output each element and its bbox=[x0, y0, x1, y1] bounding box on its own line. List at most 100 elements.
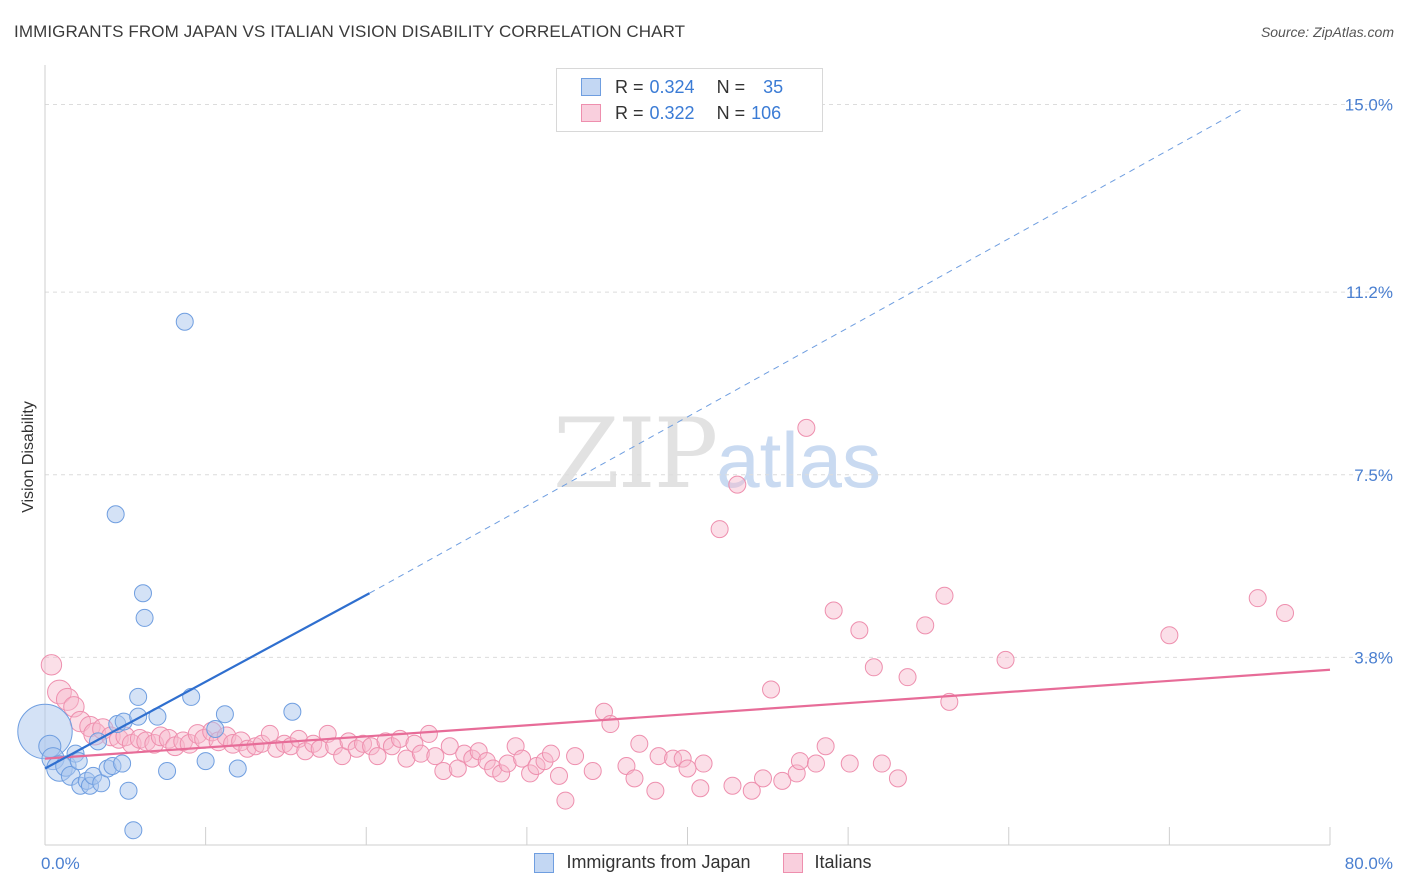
bottom-legend-japan[interactable]: Immigrants from Japan bbox=[534, 852, 751, 873]
italians-point bbox=[1248, 589, 1267, 608]
y-axis-title: Vision Disability bbox=[20, 401, 37, 513]
italians-point bbox=[40, 654, 63, 676]
italians-point bbox=[797, 418, 816, 437]
italians-point bbox=[333, 747, 352, 766]
italians-point bbox=[664, 749, 683, 768]
japan-point bbox=[283, 702, 302, 721]
japan-point bbox=[113, 754, 132, 773]
legend-n-value: 106 bbox=[751, 102, 782, 123]
japan-trendline bbox=[44, 592, 370, 770]
legend-r-label: R = bbox=[615, 102, 644, 123]
japan-point bbox=[89, 732, 108, 751]
japan-point bbox=[106, 505, 125, 524]
legend-r-value: 0.322 bbox=[649, 102, 695, 123]
italians-point bbox=[678, 759, 697, 778]
y-tick-label: 3.8% bbox=[1354, 648, 1393, 667]
italians-point bbox=[840, 754, 859, 773]
italians-point bbox=[448, 759, 467, 778]
italians-point bbox=[850, 621, 869, 640]
italians-point bbox=[728, 475, 747, 494]
legend-swatch-italians bbox=[581, 104, 601, 122]
italians-point bbox=[368, 747, 387, 766]
italians-point bbox=[535, 752, 554, 771]
italians-point bbox=[405, 734, 424, 753]
italians-point bbox=[673, 749, 692, 768]
italians-point bbox=[1276, 603, 1295, 622]
japan-point bbox=[135, 608, 154, 627]
italians-point bbox=[773, 771, 792, 790]
japan-point bbox=[133, 584, 152, 603]
italians-point bbox=[753, 769, 772, 788]
italians-point bbox=[694, 754, 713, 773]
italians-point bbox=[935, 586, 954, 605]
legend-swatch-japan bbox=[581, 78, 601, 96]
japan-point bbox=[119, 781, 138, 800]
japan-trendline-extension bbox=[369, 109, 1242, 594]
watermark-zip: ZIP bbox=[553, 398, 718, 510]
italians-point bbox=[691, 779, 710, 798]
italians-point bbox=[723, 776, 742, 795]
italians-point bbox=[492, 764, 511, 783]
watermark: ZIPatlas bbox=[553, 398, 881, 510]
italians-point bbox=[434, 761, 453, 780]
legend: R = 0.324 N = 35 R = 0.322 N = 106 bbox=[556, 68, 823, 132]
italians-point bbox=[550, 766, 568, 785]
italians-point bbox=[790, 752, 809, 771]
italians-point bbox=[541, 744, 560, 763]
legend-row-italians: R = 0.322 N = 106 bbox=[581, 100, 781, 126]
italians-point bbox=[362, 737, 381, 756]
japan-point bbox=[92, 774, 111, 793]
italians-point bbox=[419, 724, 438, 743]
japan-point bbox=[158, 761, 177, 780]
bottom-legend-italians[interactable]: Italians bbox=[782, 852, 872, 873]
italians-point bbox=[440, 737, 459, 756]
italians-point bbox=[150, 726, 171, 747]
x-tick-label: 80.0% bbox=[1345, 854, 1393, 873]
bottom-legend-label-japan: Immigrants from Japan bbox=[566, 852, 751, 872]
italians-point bbox=[762, 680, 781, 699]
italians-point bbox=[625, 769, 644, 788]
italians-point bbox=[463, 749, 482, 768]
italians-point bbox=[397, 749, 416, 768]
series-japan bbox=[17, 312, 302, 840]
italians-point bbox=[864, 658, 883, 677]
italians-point bbox=[566, 747, 585, 766]
legend-n-label: N = bbox=[716, 102, 746, 123]
legend-n-label: N = bbox=[716, 76, 746, 97]
italians-point bbox=[426, 747, 445, 766]
italians-point bbox=[223, 733, 243, 754]
italians-point bbox=[742, 781, 761, 800]
italians-trendline bbox=[44, 668, 1331, 760]
italians-point bbox=[630, 734, 649, 753]
bottom-legend-swatch-italians bbox=[782, 852, 803, 873]
italians-point bbox=[521, 764, 540, 783]
source-label: Source: ZipAtlas.com bbox=[1260, 24, 1394, 40]
italians-point bbox=[710, 520, 729, 539]
bottom-legend: Immigrants from Japan Italians bbox=[0, 852, 1406, 873]
chart-title: IMMIGRANTS FROM JAPAN VS ITALIAN VISION … bbox=[14, 22, 686, 41]
bottom-legend-swatch-japan bbox=[534, 852, 555, 873]
japan-point bbox=[124, 821, 143, 840]
x-tick-label: 0.0% bbox=[41, 854, 80, 873]
italians-point bbox=[583, 761, 602, 780]
series-italians bbox=[40, 418, 1295, 810]
italians-point bbox=[872, 754, 891, 773]
italians-point bbox=[940, 692, 959, 711]
italians-point bbox=[898, 668, 917, 687]
y-tick-label: 15.0% bbox=[1345, 96, 1393, 115]
japan-point bbox=[175, 312, 194, 331]
italians-point bbox=[807, 754, 825, 773]
y-tick-label: 7.5% bbox=[1354, 466, 1393, 485]
italians-point bbox=[816, 737, 835, 756]
italians-point bbox=[824, 601, 843, 620]
legend-n-value: 35 bbox=[763, 76, 784, 97]
legend-r-label: R = bbox=[615, 76, 644, 97]
japan-point bbox=[206, 719, 225, 738]
italians-point bbox=[411, 744, 430, 763]
italians-point bbox=[916, 616, 935, 635]
italians-point bbox=[646, 781, 665, 800]
italians-point bbox=[888, 769, 907, 788]
italians-point bbox=[1160, 626, 1179, 645]
italians-point bbox=[513, 749, 532, 768]
